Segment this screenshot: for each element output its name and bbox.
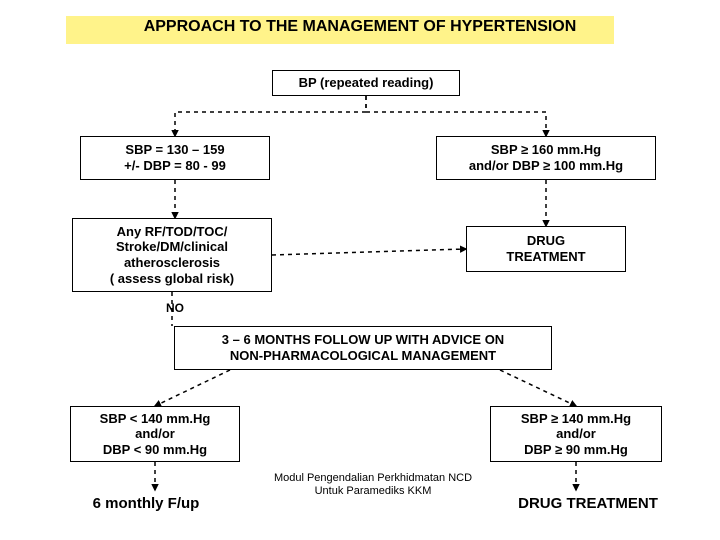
edge-6 (155, 370, 230, 406)
edge-0 (175, 96, 366, 136)
node-fup6: 6 monthly F/up (66, 494, 226, 514)
node-sbp130: SBP = 130 – 159 +/- DBP = 80 - 99 (80, 136, 270, 180)
node-sbp140ge-label: SBP ≥ 140 mm.Hg and/or DBP ≥ 90 mm.Hg (521, 411, 631, 458)
node-followup-label: 3 – 6 MONTHS FOLLOW UP WITH ADVICE ON NO… (222, 332, 504, 363)
node-fup6-label: 6 monthly F/up (93, 495, 200, 513)
node-footer-label: Modul Pengendalian Perkhidmatan NCD Untu… (274, 472, 472, 498)
node-footer: Modul Pengendalian Perkhidmatan NCD Untu… (258, 470, 488, 500)
node-sbp140ge: SBP ≥ 140 mm.Hg and/or DBP ≥ 90 mm.Hg (490, 406, 662, 462)
node-sbp140lt-label: SBP < 140 mm.Hg and/or DBP < 90 mm.Hg (100, 411, 211, 458)
node-sbp160-label: SBP ≥ 160 mm.Hg and/or DBP ≥ 100 mm.Hg (469, 142, 623, 173)
node-sbp140lt: SBP < 140 mm.Hg and/or DBP < 90 mm.Hg (70, 406, 240, 462)
node-drug2: DRUG TREATMENT (488, 494, 688, 514)
edge-7 (500, 370, 576, 406)
node-drug1: DRUG TREATMENT (466, 226, 626, 272)
node-no_label: NO (160, 300, 190, 316)
node-rf: Any RF/TOD/TOC/ Stroke/DM/clinical ather… (72, 218, 272, 292)
node-bp-label: BP (repeated reading) (299, 75, 434, 91)
node-drug2-label: DRUG TREATMENT (518, 495, 658, 513)
node-drug1-label: DRUG TREATMENT (506, 233, 585, 264)
diagram-title: APPROACH TO THE MANAGEMENT OF HYPERTENSI… (0, 18, 720, 36)
node-sbp130-label: SBP = 130 – 159 +/- DBP = 80 - 99 (124, 142, 226, 173)
node-no_label-label: NO (166, 301, 184, 315)
edge-1 (366, 96, 546, 136)
node-sbp160: SBP ≥ 160 mm.Hg and/or DBP ≥ 100 mm.Hg (436, 136, 656, 180)
node-followup: 3 – 6 MONTHS FOLLOW UP WITH ADVICE ON NO… (174, 326, 552, 370)
node-bp: BP (repeated reading) (272, 70, 460, 96)
edge-4 (272, 249, 466, 255)
node-rf-label: Any RF/TOD/TOC/ Stroke/DM/clinical ather… (110, 224, 234, 286)
